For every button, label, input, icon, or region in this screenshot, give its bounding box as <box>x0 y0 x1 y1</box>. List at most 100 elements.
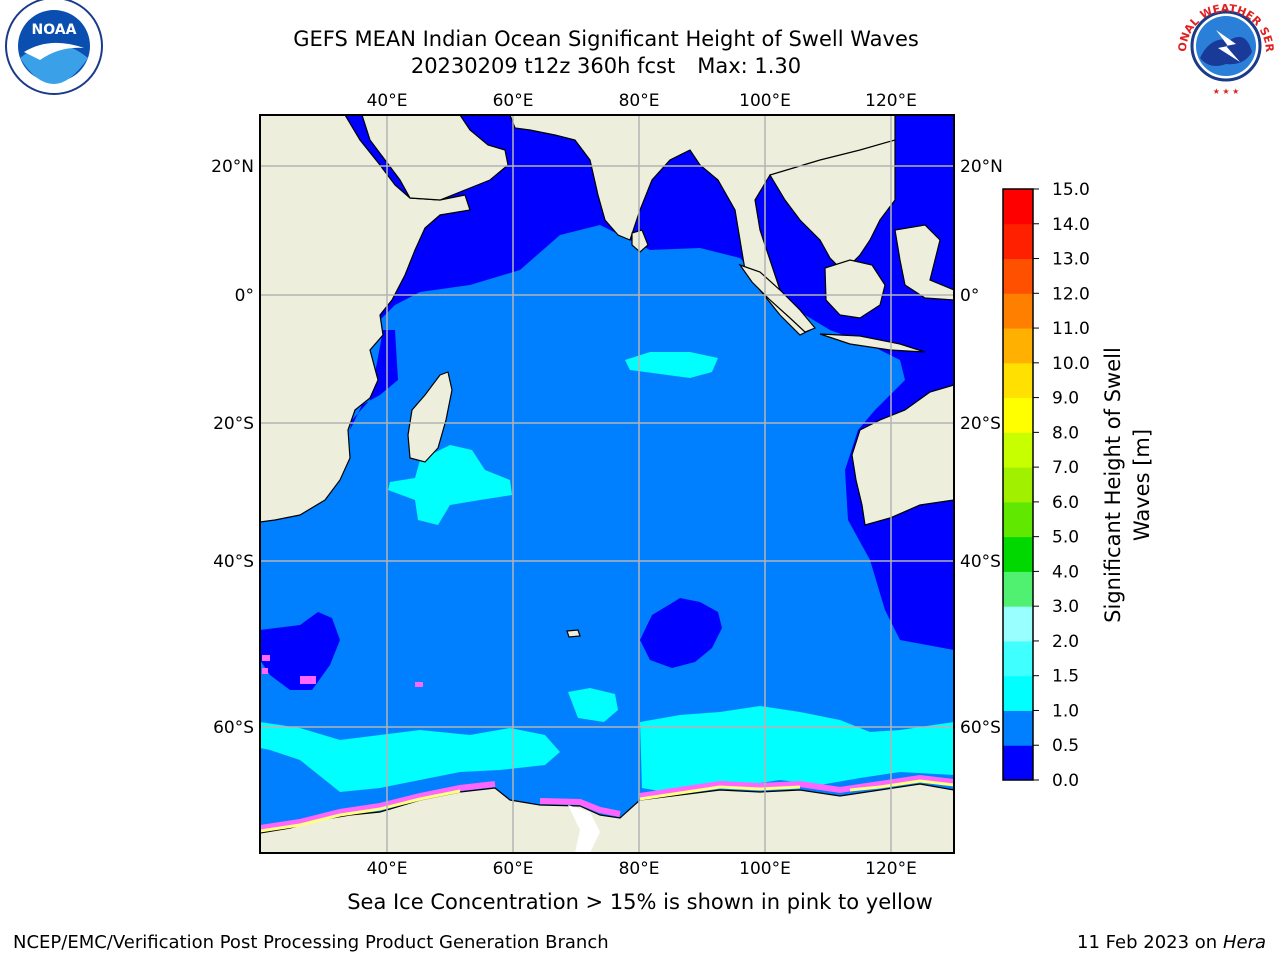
colorbar-tick-label: 2.0 <box>1052 632 1079 652</box>
lat-label-left: 20°S <box>213 414 254 434</box>
colorbar-tick-label: 14.0 <box>1052 215 1090 235</box>
lat-label-right: 60°S <box>960 718 1001 738</box>
colorbar-tick-label: 6.0 <box>1052 493 1079 513</box>
lon-label-top: 120°E <box>865 91 917 111</box>
colorbar-segment <box>1003 675 1033 711</box>
lat-label-left: 20°N <box>211 157 254 177</box>
title-run: 20230209 t12z 360h fcst <box>410 54 676 78</box>
colorbar-segment <box>1003 189 1033 225</box>
swell-band-3 <box>568 688 618 722</box>
lat-labels-left: 20°N 0° 20°S 40°S 60°S <box>211 157 254 738</box>
lon-label-top: 80°E <box>619 91 660 111</box>
swell-band-1 <box>625 352 718 378</box>
colorbar-segment <box>1003 397 1033 433</box>
land-sumatra <box>738 263 816 333</box>
colorbar-segment <box>1003 432 1033 468</box>
lat-label-right: 0° <box>960 286 979 306</box>
lon-label-bottom: 60°E <box>493 859 534 879</box>
footer-branch: NCEP/EMC/Verification Post Processing Pr… <box>13 932 609 953</box>
lon-label-bottom: 40°E <box>367 859 408 879</box>
noaa-logo: NOAA <box>5 0 103 95</box>
colorbar-tick-label: 9.0 <box>1052 389 1079 409</box>
colorbar-segment <box>1003 606 1033 642</box>
colorbar-tick-label: 0.5 <box>1052 736 1079 756</box>
colorbar-label-line2: Waves [m] <box>1130 428 1154 542</box>
colorbar-frame <box>1002 188 1034 781</box>
colorbar-segment <box>1003 328 1033 364</box>
lon-label-top: 60°E <box>493 91 534 111</box>
colorbar-tick-label: 7.0 <box>1052 458 1079 478</box>
colorbar-segment <box>1003 745 1033 781</box>
lat-labels-right: 20°N 0° 20°S 40°S 60°S <box>960 157 1003 738</box>
colorbar-segment <box>1003 640 1033 677</box>
sea-ice-yellow <box>260 779 954 833</box>
colorbar-label-line1: Significant Height of Swell <box>1101 347 1125 623</box>
land-sulawesi <box>894 224 954 301</box>
footer-host: Hera <box>1222 932 1266 953</box>
colorbar-tick-label: 15.0 <box>1052 180 1090 200</box>
sea-ice-caption: Sea Ice Concentration > 15% is shown in … <box>347 890 933 914</box>
swell-band-4 <box>260 722 560 792</box>
lat-label-left: 60°S <box>213 718 254 738</box>
colorbar: 0.0 0.5 1.0 1.5 2.0 3.0 4.0 5.0 6.0 7.0 8.0 9.0 10.0… <box>1002 180 1090 791</box>
land-borneo <box>824 259 886 319</box>
colorbar-segment <box>1003 362 1033 399</box>
colorbar-tick-label: 0.0 <box>1052 771 1079 791</box>
land-africa <box>260 115 471 523</box>
colorbar-segment <box>1003 293 1033 329</box>
land-southeast-asia <box>769 139 896 269</box>
colorbar-tick-label: 1.0 <box>1052 701 1079 721</box>
colorbar-segment <box>1003 223 1033 260</box>
lat-label-left: 0° <box>235 286 254 306</box>
title-line-2: 20230209 t12z 360h fcst Max: 1.30 <box>256 54 956 78</box>
land-madagascar <box>407 371 453 463</box>
footer-date-text: 11 Feb 2023 on <box>1077 932 1218 953</box>
lon-label-top: 40°E <box>367 91 408 111</box>
sea-ice-pink <box>260 774 954 831</box>
colorbar-segment <box>1003 501 1033 538</box>
land-antarctica <box>260 783 954 853</box>
footer-date: 11 Feb 2023 on Hera <box>1077 932 1266 953</box>
sea-ice-speckles <box>262 655 423 687</box>
svg-text:★ ★ ★: ★ ★ ★ <box>1213 87 1240 96</box>
colorbar-tick-label: 10.0 <box>1052 354 1090 374</box>
colorbar-tick-label: 11.0 <box>1052 319 1090 339</box>
lon-label-bottom: 100°E <box>739 859 791 879</box>
colorbar-tick-label: 5.0 <box>1052 528 1079 548</box>
colorbar-segment <box>1003 467 1033 503</box>
land-kerguelen <box>566 629 581 638</box>
colorbar-tick-label: 12.0 <box>1052 284 1090 304</box>
map-plot-area <box>260 115 954 853</box>
noaa-logo-text: NOAA <box>32 22 77 38</box>
colorbar-tick-label: 3.0 <box>1052 597 1079 617</box>
lat-label-left: 40°S <box>213 552 254 572</box>
land-sri-lanka <box>631 229 649 253</box>
title-max: Max: 1.30 <box>697 54 802 78</box>
lon-labels-top: 40°E 60°E 80°E 100°E 120°E <box>367 91 917 111</box>
colorbar-tick-label: 4.0 <box>1052 562 1079 582</box>
lon-label-bottom: 80°E <box>619 859 660 879</box>
colorbar-tick-label: 1.5 <box>1052 667 1079 687</box>
colorbar-tick-label: 13.0 <box>1052 250 1090 270</box>
lon-labels-bottom: 40°E 60°E 80°E 100°E 120°E <box>367 859 917 879</box>
colorbar-segment <box>1003 710 1033 746</box>
lat-label-right: 40°S <box>960 552 1001 572</box>
lat-label-right: 20°N <box>960 157 1003 177</box>
land-antarctica-inlet <box>568 805 600 853</box>
swell-band-2 <box>388 445 512 525</box>
colorbar-segment <box>1003 536 1033 572</box>
colorbar-tick-label: 8.0 <box>1052 423 1079 443</box>
graticule <box>260 115 954 853</box>
colorbar-segment <box>1003 258 1033 294</box>
map-frame <box>259 114 955 854</box>
land-java <box>819 333 926 353</box>
lon-label-top: 100°E <box>739 91 791 111</box>
title-line-1: GEFS MEAN Indian Ocean Significant Heigh… <box>293 27 919 51</box>
ocean-low-swell-central <box>640 598 722 668</box>
lon-label-bottom: 120°E <box>865 859 917 879</box>
colorbar-segment <box>1003 571 1033 607</box>
lat-label-right: 20°S <box>960 414 1001 434</box>
ocean-low-swell-southwest <box>260 612 340 690</box>
ocean-low-swell-north <box>260 115 954 650</box>
